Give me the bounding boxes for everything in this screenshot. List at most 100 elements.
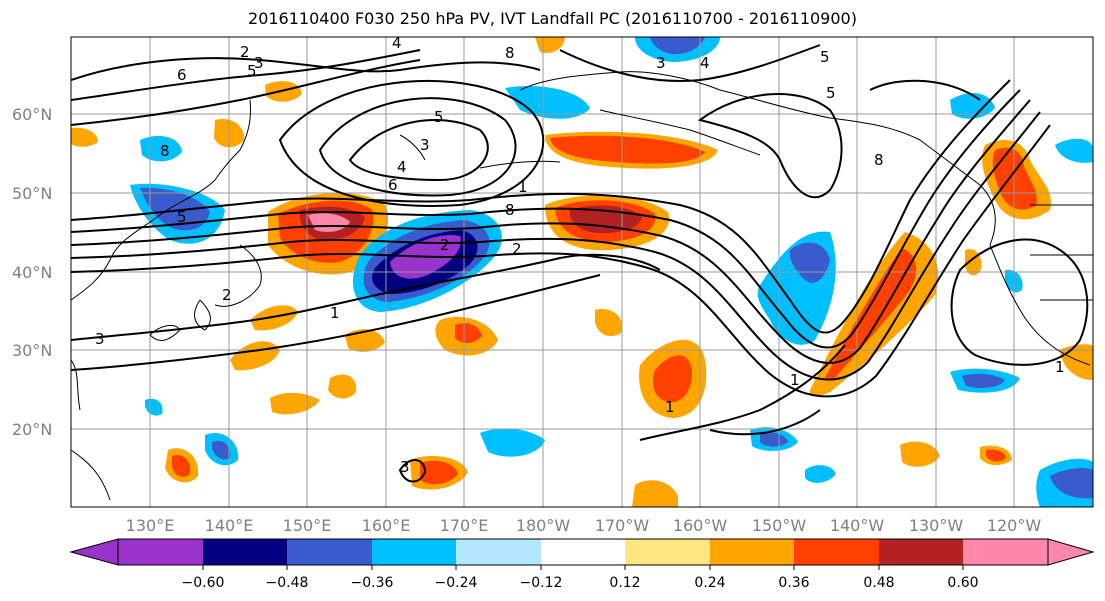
colorbar-frame [117,538,1049,566]
colorbar-bin [879,539,963,565]
lon-label: 140°E [205,516,254,535]
colorbar-tick-label: 0.48 [863,575,894,591]
colorbar-ticks [202,565,964,570]
colorbar-tick-label: −0.36 [351,575,394,591]
contour-label: 3 [656,54,666,72]
latitude-labels: 60°N 50°N 40°N 30°N 20°N [12,105,52,439]
shading-negative [505,86,590,119]
contour-label: 1 [790,371,800,389]
shading-negative [805,465,836,483]
lon-label: 170°W [595,516,650,535]
shading-positive-core [992,147,1037,210]
lon-label: 130°W [909,516,964,535]
shading-positive-core [455,323,482,344]
colorbar-tick-label: −0.48 [266,575,309,591]
contour-label: 5 [177,208,187,226]
colorbar-tick-label: 0.24 [694,575,725,591]
map-title: 2016110400 F030 250 hPa PV, IVT Landfall… [248,9,857,28]
shading-negative [1055,138,1093,163]
contour-label: 4 [397,158,407,176]
contour-label: 8 [505,44,515,62]
shading-positive-peak [308,213,350,232]
shading-negative-mid [212,440,231,460]
contour-label: 2 [240,43,250,61]
lat-label-30n: 30°N [12,341,52,360]
contour-label: 8 [505,201,515,219]
contour-label: 3 [400,458,410,476]
contour-label: 5 [434,108,444,126]
colorbar-bin [372,539,456,565]
shading-positive [328,374,357,399]
contour-label: 5 [820,48,830,66]
shading-negative [480,428,545,457]
longitude-labels: 130°E 140°E 150°E 160°E 170°E 180°W 170°… [126,516,1042,535]
lon-label: 130°E [126,516,175,535]
contour-label: 6 [177,66,187,84]
lon-label: 160°W [673,516,728,535]
shading-negative-mid [140,187,210,231]
contour-label: 1 [1055,358,1065,376]
colorbar-bin [287,539,372,565]
lat-label-20n: 20°N [12,420,52,439]
lon-label: 180°W [516,516,571,535]
colorbar-bin [118,539,203,565]
shading-positive-core [825,248,917,378]
shading-positive-core [420,460,458,485]
shading-negative-mid [962,373,1005,388]
lat-label-40n: 40°N [12,263,52,282]
contour-labels: 2 3 6 5 8 4 3 3 5 4 8 5 5 1 2 8 6 4 2 3 … [95,34,1065,476]
colorbar: −0.60 −0.48 −0.36 −0.24 −0.12 0.12 0.24 … [69,538,1095,591]
contour-label: 8 [160,142,170,160]
shading-negative-mid [650,37,705,55]
colorbar-bin [203,539,287,565]
shading-positive-core [172,454,191,477]
shading-negative-mid [1050,468,1093,499]
colorbar-bin [710,539,794,565]
shading-negative [145,398,163,416]
lat-label-50n: 50°N [12,184,52,203]
contour-label: 1 [518,178,528,196]
shading-positive-core [550,135,705,164]
colorbar-tick-label: −0.60 [182,575,225,591]
contour-label: 4 [392,34,402,52]
contour-label: 8 [874,151,884,169]
map-frame [70,36,1094,508]
contour-label: 2 [222,286,232,304]
shading-positive-core [652,355,692,403]
colorbar-bin [625,539,710,565]
contour-label: 2 [512,240,522,258]
colorbar-bin [541,539,625,565]
contour-label: 3 [420,136,430,154]
lon-label: 150°E [283,516,332,535]
contour-label: 1 [330,304,340,322]
shading-positive [265,81,302,102]
shading-negative-mid [760,432,788,447]
colorbar-tick-label: −0.24 [435,575,478,591]
shading-positive-core [986,449,1006,462]
shading-positive [900,441,940,467]
shading-positive [345,329,385,352]
colorbar-tick-label: 0.12 [609,575,640,591]
colorbar-tick-label: −0.12 [520,575,563,591]
colorbar-tick-label: 0.60 [947,575,978,591]
colorbar-bin [456,539,541,565]
colorbar-bin [794,539,879,565]
shading-positive [71,127,98,147]
contour-label: 2 [440,236,450,254]
colorbar-bin [963,539,1048,565]
shading-negative-mid [789,242,830,283]
contour-label: 6 [388,176,398,194]
contour-label: 5 [247,62,257,80]
lon-label: 170°E [440,516,489,535]
colorbar-extend-low [69,538,119,566]
lon-label: 120°W [987,516,1042,535]
shading-positive [250,305,298,331]
pv-contours [71,44,1089,483]
lon-label: 150°W [752,516,807,535]
map-panel: 2 3 6 5 8 4 3 3 5 4 8 5 5 1 2 8 6 4 2 3 … [71,34,1093,507]
shading-positive [595,309,623,337]
lon-label: 160°E [362,516,411,535]
lon-label: 140°W [830,516,885,535]
contour-label: 1 [665,398,675,416]
